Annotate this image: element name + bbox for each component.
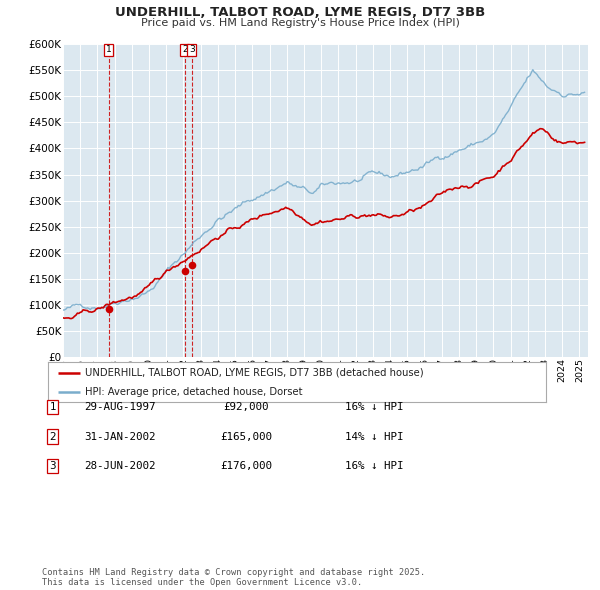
Text: £176,000: £176,000 xyxy=(220,461,272,471)
Text: 1: 1 xyxy=(106,45,112,54)
Text: 16% ↓ HPI: 16% ↓ HPI xyxy=(345,402,404,412)
Text: 29-AUG-1997: 29-AUG-1997 xyxy=(84,402,156,412)
Text: 28-JUN-2002: 28-JUN-2002 xyxy=(84,461,156,471)
Text: 31-JAN-2002: 31-JAN-2002 xyxy=(84,432,156,441)
Text: UNDERHILL, TALBOT ROAD, LYME REGIS, DT7 3BB: UNDERHILL, TALBOT ROAD, LYME REGIS, DT7 … xyxy=(115,6,485,19)
Text: Price paid vs. HM Land Registry's House Price Index (HPI): Price paid vs. HM Land Registry's House … xyxy=(140,18,460,28)
Text: 2: 2 xyxy=(49,432,56,441)
Text: £165,000: £165,000 xyxy=(220,432,272,441)
Text: 1: 1 xyxy=(49,402,56,412)
Text: 16% ↓ HPI: 16% ↓ HPI xyxy=(345,461,404,471)
Text: 3: 3 xyxy=(189,45,195,54)
Text: 3: 3 xyxy=(49,461,56,471)
Text: Contains HM Land Registry data © Crown copyright and database right 2025.
This d: Contains HM Land Registry data © Crown c… xyxy=(42,568,425,587)
Text: 2: 2 xyxy=(182,45,188,54)
Text: HPI: Average price, detached house, Dorset: HPI: Average price, detached house, Dors… xyxy=(85,387,303,397)
Text: UNDERHILL, TALBOT ROAD, LYME REGIS, DT7 3BB (detached house): UNDERHILL, TALBOT ROAD, LYME REGIS, DT7 … xyxy=(85,368,424,378)
Text: 14% ↓ HPI: 14% ↓ HPI xyxy=(345,432,404,441)
Text: £92,000: £92,000 xyxy=(223,402,269,412)
